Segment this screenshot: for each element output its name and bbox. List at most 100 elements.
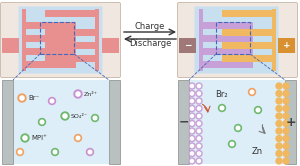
Text: SO₄²⁻: SO₄²⁻ <box>71 114 88 119</box>
Text: Br⁻: Br⁻ <box>28 95 39 101</box>
Circle shape <box>196 143 202 149</box>
Circle shape <box>16 149 23 156</box>
Circle shape <box>190 99 194 103</box>
Text: Br₂: Br₂ <box>215 89 228 98</box>
Circle shape <box>189 113 195 119</box>
Bar <box>26 61 76 68</box>
Bar <box>45 42 95 49</box>
Circle shape <box>196 106 202 112</box>
Circle shape <box>92 115 98 122</box>
Circle shape <box>189 135 195 141</box>
Text: +: + <box>283 41 290 50</box>
Bar <box>45 10 95 17</box>
Circle shape <box>276 90 282 96</box>
Circle shape <box>276 113 282 119</box>
Bar <box>95 9 99 71</box>
Circle shape <box>196 158 202 164</box>
Circle shape <box>197 114 201 118</box>
Circle shape <box>190 122 194 125</box>
Circle shape <box>197 107 201 110</box>
FancyBboxPatch shape <box>19 6 103 74</box>
Circle shape <box>220 106 224 110</box>
Circle shape <box>230 142 234 146</box>
Circle shape <box>283 121 289 126</box>
Bar <box>203 35 253 42</box>
Text: Zn²⁺: Zn²⁺ <box>84 91 98 96</box>
Circle shape <box>189 90 195 96</box>
Circle shape <box>190 129 194 133</box>
Bar <box>222 42 272 49</box>
Circle shape <box>196 98 202 104</box>
Text: +: + <box>285 116 296 128</box>
Text: Zn: Zn <box>252 148 263 157</box>
Circle shape <box>20 96 24 100</box>
Bar <box>2 38 19 53</box>
Bar <box>216 22 250 54</box>
Circle shape <box>53 150 57 154</box>
Circle shape <box>93 116 97 120</box>
Circle shape <box>88 150 92 154</box>
Circle shape <box>190 107 194 110</box>
Circle shape <box>276 83 282 89</box>
Circle shape <box>248 88 256 95</box>
Circle shape <box>18 94 26 102</box>
Circle shape <box>86 149 94 156</box>
Circle shape <box>283 83 289 89</box>
Circle shape <box>49 97 56 105</box>
Circle shape <box>276 135 282 141</box>
Circle shape <box>276 128 282 134</box>
Text: MPI⁺: MPI⁺ <box>31 135 47 141</box>
Circle shape <box>197 84 201 87</box>
Text: −: − <box>184 41 191 50</box>
Circle shape <box>283 135 289 141</box>
Circle shape <box>276 106 282 112</box>
Text: Charge: Charge <box>135 22 165 31</box>
Bar <box>203 48 253 55</box>
Circle shape <box>276 121 282 126</box>
Circle shape <box>21 134 29 142</box>
Circle shape <box>276 158 282 164</box>
Circle shape <box>196 90 202 96</box>
Bar <box>222 10 272 17</box>
Circle shape <box>189 121 195 126</box>
Circle shape <box>50 99 54 103</box>
Circle shape <box>197 122 201 125</box>
Circle shape <box>276 143 282 149</box>
Circle shape <box>189 98 195 104</box>
Bar <box>199 9 203 71</box>
Bar <box>222 55 272 62</box>
Circle shape <box>52 149 58 156</box>
Circle shape <box>196 128 202 134</box>
Circle shape <box>283 113 289 119</box>
Circle shape <box>189 128 195 134</box>
Circle shape <box>190 92 194 95</box>
Circle shape <box>74 90 82 98</box>
Circle shape <box>40 120 44 124</box>
Circle shape <box>189 83 195 89</box>
Circle shape <box>197 92 201 95</box>
Circle shape <box>190 137 194 140</box>
Circle shape <box>63 114 67 118</box>
Bar <box>179 38 196 53</box>
Circle shape <box>283 128 289 134</box>
Text: Discharge: Discharge <box>129 39 171 47</box>
Bar <box>22 9 26 71</box>
Bar <box>285 80 296 164</box>
Bar <box>102 38 119 53</box>
Circle shape <box>197 152 201 155</box>
Circle shape <box>189 151 195 157</box>
Circle shape <box>283 151 289 157</box>
Circle shape <box>283 106 289 112</box>
Circle shape <box>283 90 289 96</box>
Circle shape <box>196 135 202 141</box>
Circle shape <box>236 126 240 130</box>
Circle shape <box>189 143 195 149</box>
Circle shape <box>23 136 27 140</box>
Bar <box>26 22 76 29</box>
Circle shape <box>61 112 69 120</box>
Circle shape <box>74 134 82 141</box>
Circle shape <box>196 151 202 157</box>
Bar <box>203 61 253 68</box>
Bar <box>203 22 253 29</box>
Circle shape <box>189 158 195 164</box>
